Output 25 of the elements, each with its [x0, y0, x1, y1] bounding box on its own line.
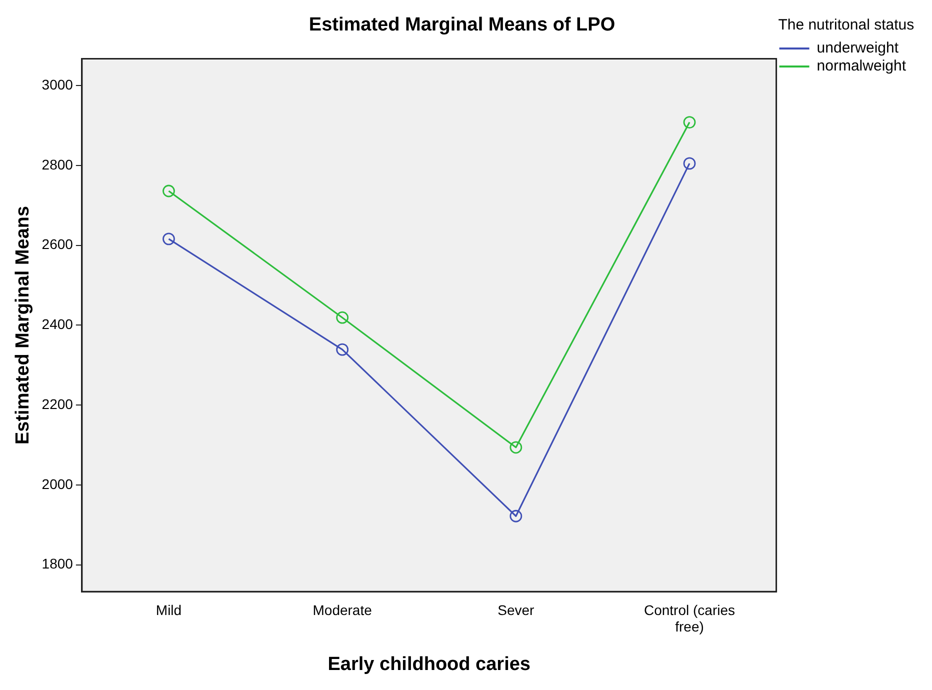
chart-title: Estimated Marginal Means of LPO [308, 14, 616, 36]
legend-label: underweight [816, 40, 900, 57]
x-tick-label: Sever [498, 602, 535, 618]
y-tick-label: 2800 [42, 156, 74, 172]
point [510, 510, 522, 522]
x-tick-label: Moderate [312, 602, 372, 618]
point [162, 184, 175, 198]
point [162, 232, 175, 246]
x-tick-label: Mild [156, 602, 182, 618]
x-axis-title: Early childhood caries [328, 654, 530, 675]
y-tick-label: 2400 [42, 316, 74, 332]
y-axis-title: Estimated Marginal Means [12, 206, 34, 445]
y-tick-label: 3000 [42, 76, 74, 92]
point [510, 441, 522, 454]
point [683, 157, 696, 170]
legend-title: The nutritonal status [778, 16, 914, 34]
point [683, 116, 696, 129]
y-tick-label: 2600 [42, 236, 74, 252]
point [336, 343, 349, 356]
y-tick-label: 2000 [42, 476, 74, 492]
y-tick-label: 2200 [42, 396, 74, 412]
x-tick-label: Control (caries free) [644, 602, 736, 635]
y-tick-label: 1800 [42, 556, 74, 572]
legend-label: normalweight [816, 58, 907, 75]
point [336, 311, 349, 324]
